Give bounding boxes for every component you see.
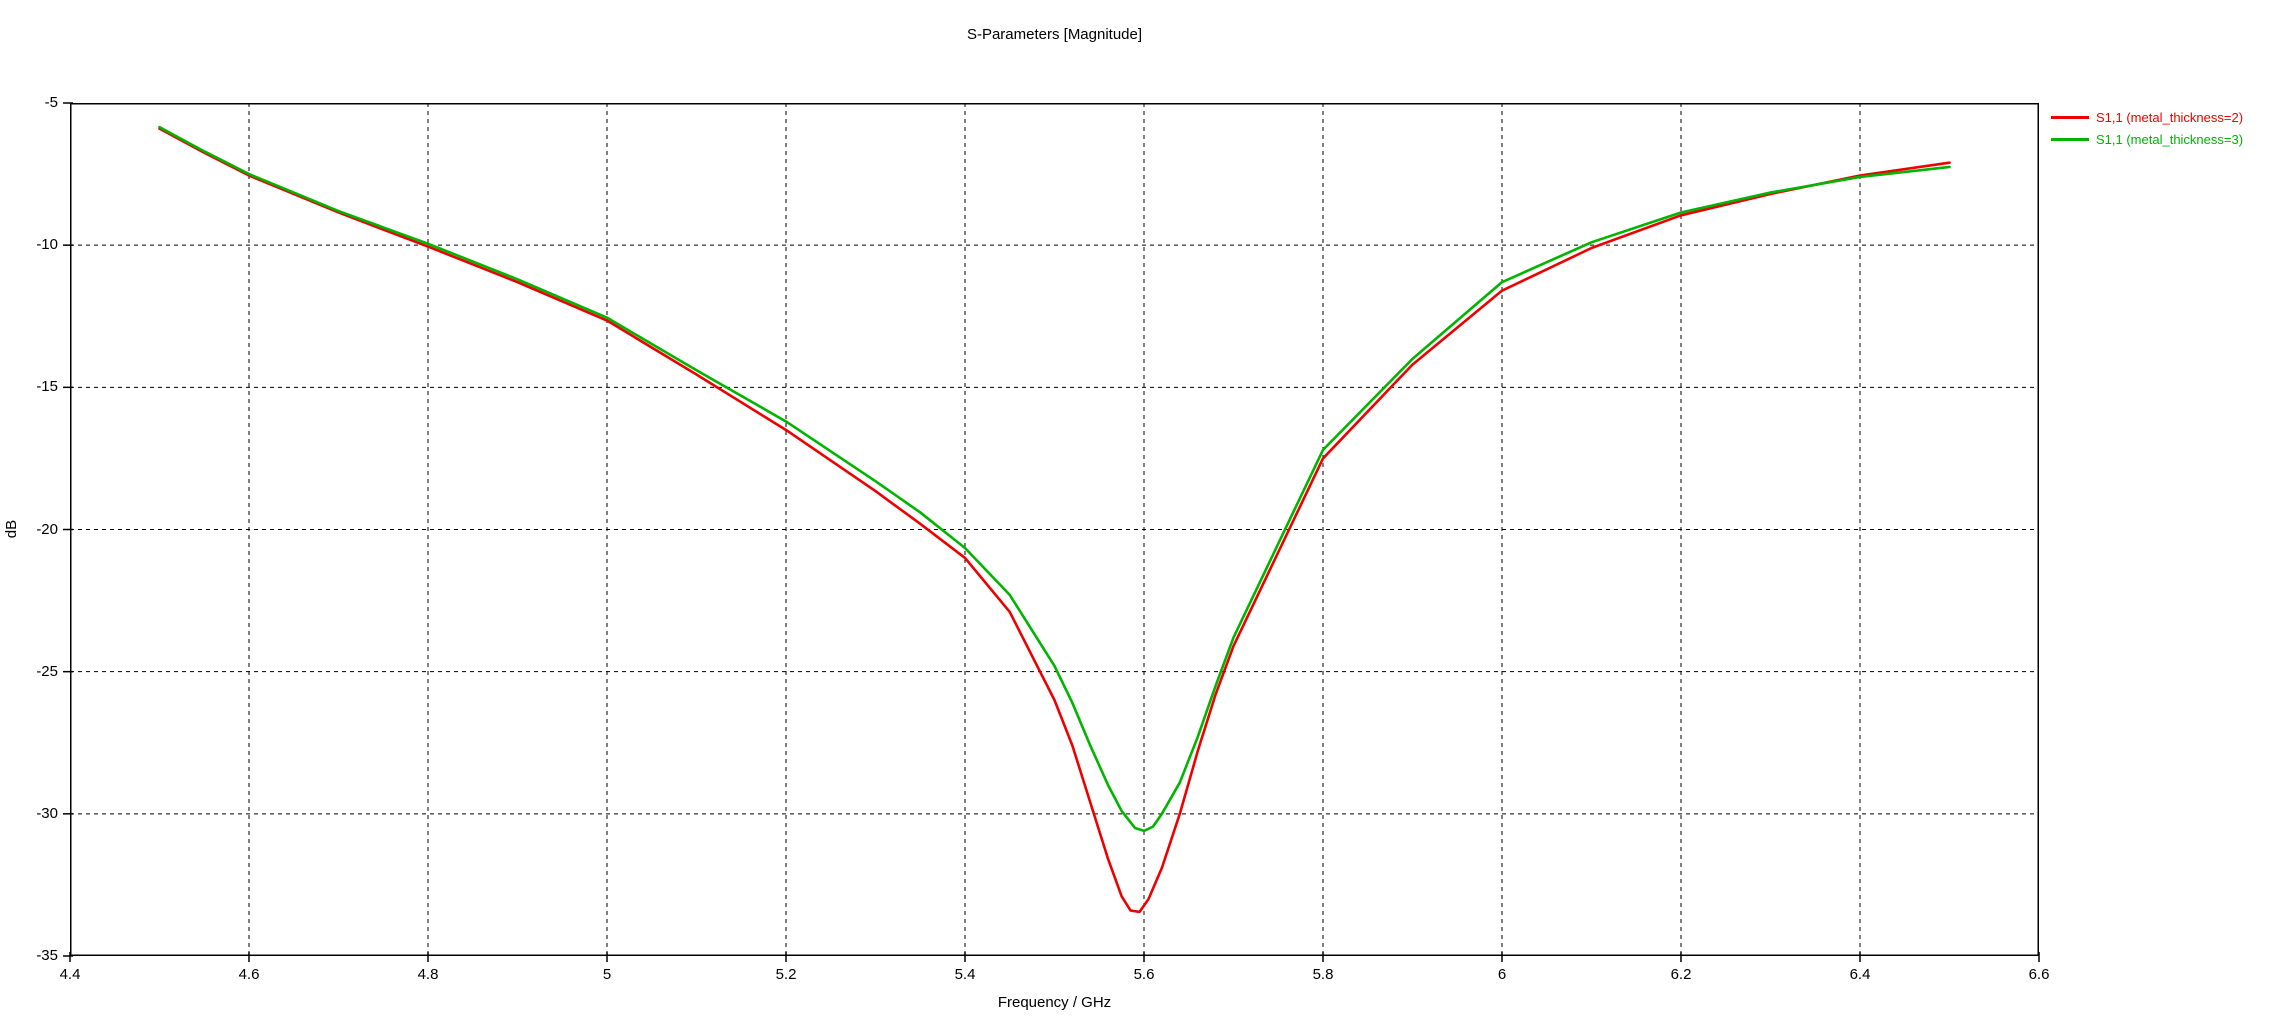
legend-label: S1,1 (metal_thickness=3) <box>2096 131 2244 147</box>
y-tick-label: -35 <box>36 947 58 964</box>
chart-title: S-Parameters [Magnitude] <box>966 26 1143 43</box>
series-curve <box>158 127 1951 914</box>
y-tick-label: -30 <box>36 804 58 822</box>
x-axis-label: Frequency / GHz <box>997 994 1112 1011</box>
y-tick-label: -25 <box>36 662 58 680</box>
x-tick-label: 6.4 <box>1849 966 1871 983</box>
legend-line-sample <box>2051 115 2089 119</box>
y-tick-label: -10 <box>36 236 58 254</box>
x-tick-label: 6.6 <box>2028 966 2050 983</box>
x-tick-label: 5.4 <box>954 966 976 983</box>
x-tick-label: 4.6 <box>238 966 260 983</box>
y-tick-label: -20 <box>36 520 58 538</box>
y-tick-label: -15 <box>36 378 58 396</box>
legend: S1,1 (metal_thickness=2) S1,1 (metal_thic… <box>2051 106 2243 150</box>
legend-entry: S1,1 (metal_thickness=2) <box>2051 106 2243 128</box>
legend-entry: S1,1 (metal_thickness=3) <box>2051 128 2243 150</box>
plot-canvas <box>63 102 2040 962</box>
plot-area <box>63 102 2040 962</box>
x-tick-label: 4.4 <box>59 966 81 983</box>
y-axis-label: dB <box>3 519 20 539</box>
x-tick-label: 6 <box>1497 966 1507 983</box>
y-tick-label: -5 <box>44 94 58 111</box>
legend-label: S1,1 (metal_thickness=2) <box>2096 109 2244 125</box>
x-tick-label: 5 <box>602 966 612 983</box>
x-tick-label: 5.6 <box>1133 966 1155 983</box>
legend-line-sample <box>2051 137 2089 141</box>
series-curve <box>158 125 1951 833</box>
x-tick-label: 6.2 <box>1670 966 1692 983</box>
x-tick-label: 5.2 <box>775 966 797 983</box>
x-tick-label: 5.8 <box>1312 966 1334 983</box>
x-tick-label: 4.8 <box>417 966 439 983</box>
